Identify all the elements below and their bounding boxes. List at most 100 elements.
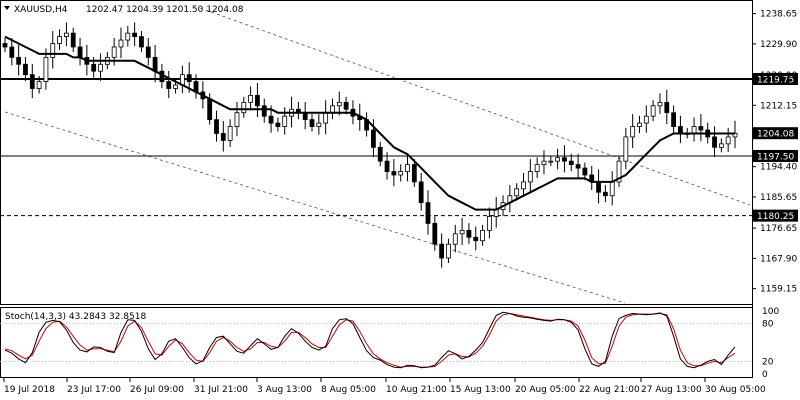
candle-body [207, 98, 213, 121]
candle-body [111, 46, 117, 58]
candle-body [16, 56, 22, 65]
candle-body [371, 129, 376, 148]
candle-body [377, 146, 383, 162]
price-tick-label: 1159.15 [760, 285, 797, 295]
price-axis: 1219.75 1197.50 1180.25 1238.65 1229.90 1220.… [752, 10, 798, 295]
candle-body [248, 95, 254, 103]
level-price-tag [753, 209, 798, 222]
current-price-label: 1204.08 [757, 130, 794, 140]
candle-body [466, 229, 472, 238]
candle-body [657, 101, 663, 107]
candle-body [718, 143, 724, 148]
stoch-tick-label: 80 [762, 320, 774, 330]
candle-body [432, 223, 438, 245]
time-tick-label: 20 Aug 05:00 [515, 385, 576, 395]
candle-body [534, 164, 540, 172]
level-price-label: 1219.75 [757, 75, 794, 85]
candle-body [446, 243, 451, 259]
candle-body [562, 157, 567, 162]
time-tick-label: 26 Jul 09:00 [130, 385, 184, 395]
candle-body [664, 101, 670, 114]
candle-body [555, 157, 561, 162]
candle-body [623, 136, 629, 162]
candle-body [637, 122, 642, 127]
time-tick-label: 22 Aug 21:00 [579, 385, 640, 395]
candle-body [9, 46, 15, 58]
candle-body [596, 181, 601, 193]
candle-body [282, 115, 288, 127]
time-tick-label: 27 Aug 13:00 [641, 385, 702, 395]
stoch-main-line [4, 311, 736, 369]
candle-body [527, 171, 533, 183]
candle-body [418, 181, 424, 204]
trend-channel-lines [4, 7, 751, 304]
candle-body [575, 164, 581, 169]
candle-body [568, 160, 574, 166]
price-tick-label: 1185.65 [760, 193, 797, 203]
time-tick-label: 10 Aug 21:00 [386, 385, 447, 395]
ohlc-label: 1202.47 1204.39 1201.50 1204.08 [86, 5, 244, 15]
price-tick-label: 1220.90 [760, 71, 797, 81]
stoch-tick-label: 0 [762, 370, 768, 380]
candle-body [64, 32, 69, 37]
candle-body [323, 112, 329, 124]
candle-body [234, 112, 240, 127]
candle-body [698, 126, 704, 131]
candle-body [132, 32, 138, 37]
candle-body [125, 32, 131, 41]
candle-body [480, 229, 485, 242]
stoch-tick-label: 100 [762, 307, 779, 317]
price-tick-label: 1238.65 [760, 10, 797, 20]
level-price-tag [753, 149, 798, 162]
price-tick-label: 1212.15 [760, 101, 797, 111]
stochastic-label: Stoch(14,3,3) 43.2843 32.8518 [5, 312, 146, 322]
candle-body [514, 188, 520, 197]
candle-body [725, 136, 731, 145]
candle-body [521, 181, 526, 190]
trend-channel-line [4, 111, 626, 304]
candle-body [425, 202, 431, 224]
candle-body [678, 126, 683, 134]
candle-body [50, 43, 56, 58]
time-tick-label: 30 Aug 05:00 [705, 385, 766, 395]
candle-body [712, 136, 717, 148]
candle-body [261, 105, 267, 117]
candle-body [275, 122, 281, 127]
candle-body [145, 46, 151, 58]
candle-body [316, 122, 322, 127]
candle-body [439, 243, 445, 259]
price-tick-label: 1194.40 [760, 163, 797, 173]
candle-body [541, 160, 547, 166]
candle-body [43, 56, 49, 82]
candle-body [548, 160, 554, 163]
time-tick-label: 3 Aug 13:00 [257, 385, 312, 395]
candle-body [486, 216, 492, 231]
candle-body [643, 115, 649, 124]
candle-body [70, 32, 76, 48]
stochastic-axis: 100 80 20 0 [762, 307, 779, 380]
indicator-frame [0, 307, 753, 378]
candle-body [671, 112, 676, 127]
candle-body [336, 101, 342, 107]
candle-body [2, 43, 8, 48]
candle-body [36, 81, 42, 89]
trend-channel-line [199, 7, 751, 206]
candle-body [98, 63, 103, 72]
price-tick-label: 1176.65 [760, 224, 797, 234]
candle-body [166, 81, 172, 89]
candle-body [173, 84, 178, 89]
candle-body [302, 112, 308, 121]
candle-body [220, 133, 226, 141]
symbol-label: XAUUSD,H4 [14, 5, 68, 15]
candle-body [452, 233, 458, 245]
moving-average [4, 35, 735, 211]
stoch-tick-label: 20 [762, 357, 774, 367]
candle-body [473, 236, 479, 242]
candle-body [139, 36, 144, 48]
time-tick-label: 19 Jul 2018 [4, 385, 55, 395]
dropdown-triangle-icon[interactable] [4, 6, 10, 10]
main-chart-frame [0, 0, 753, 305]
candle-body [609, 181, 615, 197]
